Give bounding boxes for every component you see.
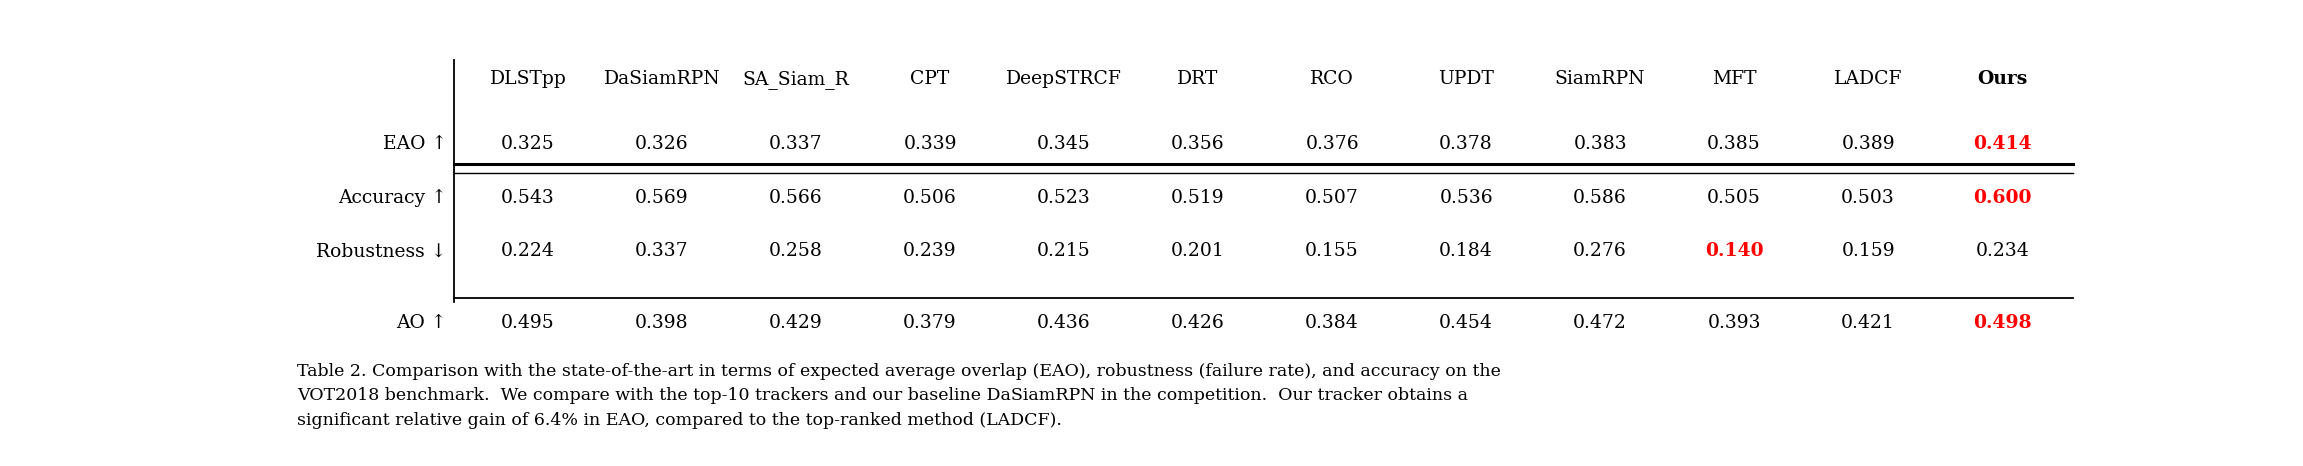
Text: 0.389: 0.389 [1842,135,1895,153]
Text: 0.566: 0.566 [769,189,822,206]
Text: DLSTpp: DLSTpp [491,70,567,88]
Text: Ours: Ours [1976,70,2027,88]
Text: 0.429: 0.429 [769,314,822,332]
Text: DeepSTRCF: DeepSTRCF [1006,70,1122,88]
Text: RCO: RCO [1310,70,1354,88]
Text: 0.383: 0.383 [1573,135,1626,153]
Text: 0.536: 0.536 [1439,189,1492,206]
Text: 0.159: 0.159 [1842,242,1895,260]
Text: 0.569: 0.569 [636,189,689,206]
Text: DRT: DRT [1177,70,1218,88]
Text: EAO ↑: EAO ↑ [382,135,447,153]
Text: 0.258: 0.258 [769,242,822,260]
Text: 0.393: 0.393 [1707,314,1762,332]
Text: SA_Siam_R: SA_Siam_R [742,70,850,89]
Text: 0.523: 0.523 [1036,189,1092,206]
Text: 0.506: 0.506 [903,189,958,206]
Text: MFT: MFT [1711,70,1757,88]
Text: 0.426: 0.426 [1172,314,1225,332]
Text: 0.543: 0.543 [502,189,555,206]
Text: 0.215: 0.215 [1036,242,1092,260]
Text: 0.234: 0.234 [1976,242,2029,260]
Text: UPDT: UPDT [1437,70,1495,88]
Text: 0.414: 0.414 [1974,135,2031,153]
Text: 0.398: 0.398 [636,314,689,332]
Text: 0.498: 0.498 [1974,314,2031,332]
Text: 0.436: 0.436 [1036,314,1092,332]
Text: 0.384: 0.384 [1306,314,1359,332]
Text: 0.326: 0.326 [636,135,689,153]
Text: 0.379: 0.379 [903,314,956,332]
Text: CPT: CPT [910,70,949,88]
Text: 0.345: 0.345 [1036,135,1092,153]
Text: 0.356: 0.356 [1172,135,1225,153]
Text: DaSiamRPN: DaSiamRPN [603,70,721,88]
Text: 0.337: 0.337 [769,135,822,153]
Text: 0.239: 0.239 [903,242,956,260]
Text: 0.503: 0.503 [1840,189,1895,206]
Text: 0.495: 0.495 [502,314,555,332]
Text: 0.472: 0.472 [1573,314,1626,332]
Text: LADCF: LADCF [1833,70,1902,88]
Text: 0.600: 0.600 [1974,189,2031,206]
Text: Accuracy ↑: Accuracy ↑ [339,189,447,207]
Text: 0.421: 0.421 [1840,314,1895,332]
Text: Table 2. Comparison with the state-of-the-art in terms of expected average overl: Table 2. Comparison with the state-of-th… [297,363,1502,380]
Text: 0.201: 0.201 [1172,242,1225,260]
Text: AO ↑: AO ↑ [396,314,447,332]
Text: 0.155: 0.155 [1306,242,1359,260]
Text: 0.507: 0.507 [1306,189,1359,206]
Text: VOT2018 benchmark.  We compare with the top-10 trackers and our baseline DaSiamR: VOT2018 benchmark. We compare with the t… [297,387,1467,404]
Text: 0.378: 0.378 [1439,135,1492,153]
Text: significant relative gain of 6.4% in EAO, compared to the top-ranked method (LAD: significant relative gain of 6.4% in EAO… [297,411,1062,429]
Text: 0.586: 0.586 [1573,189,1626,206]
Text: 0.325: 0.325 [502,135,555,153]
Text: 0.140: 0.140 [1704,242,1764,260]
Text: 0.184: 0.184 [1439,242,1492,260]
Text: 0.339: 0.339 [903,135,956,153]
Text: 0.376: 0.376 [1306,135,1359,153]
Text: 0.519: 0.519 [1172,189,1225,206]
Text: 0.385: 0.385 [1707,135,1762,153]
Text: 0.454: 0.454 [1439,314,1492,332]
Text: Robustness ↓: Robustness ↓ [316,242,447,260]
Text: 0.337: 0.337 [636,242,689,260]
Text: 0.224: 0.224 [502,242,555,260]
Text: SiamRPN: SiamRPN [1555,70,1644,88]
Text: 0.276: 0.276 [1573,242,1626,260]
Text: 0.505: 0.505 [1707,189,1762,206]
